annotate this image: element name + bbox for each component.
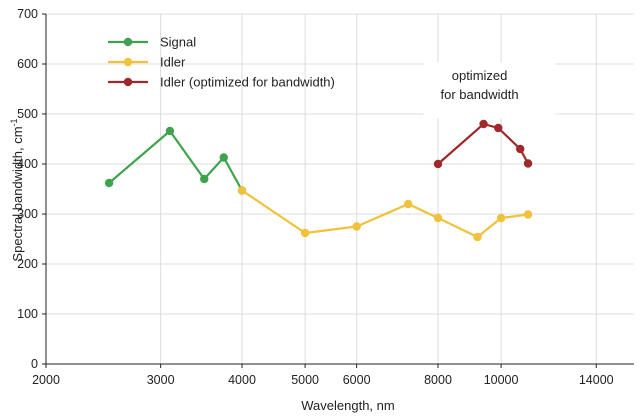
legend-item: Signal (108, 35, 196, 50)
legend-label: Signal (160, 35, 196, 50)
legend-label: Idler (160, 55, 186, 70)
series-line (241, 189, 529, 239)
x-tick-label: 6000 (343, 373, 371, 387)
y-tick-label: 500 (17, 107, 38, 121)
x-axis: 2000 3000 4000 5000 6000 8000 10000 14000 (32, 364, 614, 387)
y-tick-label: 0 (31, 357, 38, 371)
data-point (352, 222, 361, 231)
series-line (437, 122, 529, 165)
annotation-text: optimized (452, 68, 508, 83)
y-axis-label-text: Spectral bandwidth, cm (10, 126, 25, 261)
data-point (473, 232, 482, 242)
data-point (523, 159, 533, 168)
x-tick-label: 2000 (32, 373, 60, 387)
legend-item: Idler (optimized for bandwidth) (108, 75, 335, 90)
y-axis-label-sup: -1 (9, 118, 19, 126)
data-point (200, 174, 209, 184)
annotation: optimized for bandwidth (423, 62, 556, 118)
annotation-text: for bandwidth (441, 87, 519, 102)
data-point (300, 228, 310, 238)
data-point (494, 123, 503, 133)
y-tick-label: 600 (17, 57, 38, 71)
y-axis-label: Spectral bandwidth, cm-1 (9, 118, 25, 261)
data-point (404, 199, 413, 209)
legend-item: Idler (108, 55, 186, 70)
series-3 (433, 119, 533, 169)
data-point (523, 210, 533, 219)
legend-swatch-marker (123, 57, 133, 67)
x-tick-label: 4000 (228, 373, 256, 387)
y-tick-label: 400 (17, 157, 38, 171)
y-axis: 0 100 200 300 400 500 600 700 (17, 7, 46, 371)
y-tick-label: 300 (17, 207, 38, 221)
legend: Signal Idler Idler (optimized for bandwidt… (108, 35, 335, 90)
series-2 (237, 186, 533, 242)
x-tick-label: 5000 (291, 373, 319, 387)
legend-swatch-marker (123, 37, 133, 47)
x-tick-label: 14000 (579, 373, 614, 387)
x-tick-label: 8000 (424, 373, 452, 387)
series-layer (104, 119, 533, 242)
x-axis-label: Wavelength, nm (301, 398, 394, 413)
y-tick-label: 100 (17, 307, 38, 321)
legend-swatch-marker (123, 77, 133, 87)
data-point (237, 186, 247, 195)
y-tick-label: 700 (17, 7, 38, 21)
y-tick-label: 200 (17, 257, 38, 271)
data-point (516, 144, 525, 154)
plot-frame (45, 14, 634, 365)
data-point (104, 178, 114, 188)
series-1 (104, 126, 247, 195)
legend-label: Idler (optimized for bandwidth) (160, 75, 335, 90)
data-point (165, 126, 175, 136)
data-point (496, 213, 506, 223)
x-tick-label: 10000 (484, 373, 519, 387)
data-point (433, 159, 443, 169)
x-tick-label: 3000 (147, 373, 175, 387)
annotation-box (423, 62, 556, 118)
data-point (479, 119, 488, 129)
data-point (433, 213, 443, 223)
data-point (219, 153, 228, 162)
